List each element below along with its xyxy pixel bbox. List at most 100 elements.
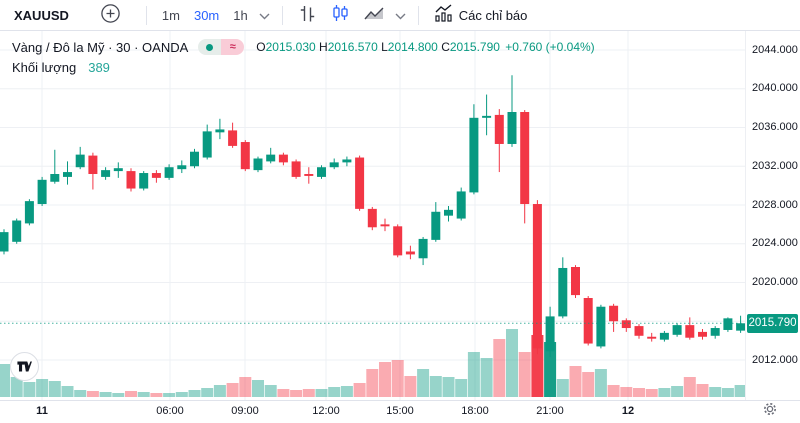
candle-body — [393, 226, 403, 256]
indicators-button[interactable]: Các chỉ báo — [427, 1, 534, 29]
candle-body — [698, 331, 707, 337]
candle-body — [304, 174, 314, 176]
volume-bar — [391, 360, 404, 397]
candle-body — [596, 306, 606, 347]
time-axis-label: 12 — [621, 405, 635, 417]
candle-body — [672, 325, 682, 335]
delayed-data-approx-icon: ≈ — [221, 39, 245, 55]
low-value: 2014.800 — [387, 40, 438, 54]
close-value: 2015.790 — [449, 40, 500, 54]
bars-chart-icon — [297, 3, 318, 27]
candle-body — [355, 157, 365, 209]
time-axis-label: 06:00 — [156, 405, 184, 417]
candle-body — [444, 209, 453, 216]
chart-type-candles-button[interactable] — [324, 1, 357, 29]
candle-body — [609, 305, 619, 322]
chart-canvas[interactable] — [0, 0, 745, 400]
volume-bar — [607, 385, 620, 397]
volume-bar — [48, 381, 61, 397]
volume-bar — [175, 392, 188, 397]
candle-body — [469, 117, 479, 193]
volume-bar — [506, 329, 518, 397]
candle-body — [88, 155, 98, 174]
volume-bar — [556, 379, 569, 397]
candle-body — [647, 336, 657, 339]
volume-bar — [531, 335, 544, 397]
chart-type-bars-button[interactable] — [291, 1, 324, 29]
volume-bar — [23, 382, 36, 397]
candle-body — [12, 220, 22, 242]
candle-body — [723, 318, 733, 330]
price-axis[interactable]: 2015.790 2044.000 2040.000 2036.000 2032.00… — [745, 31, 800, 400]
volume-bar — [36, 379, 49, 397]
candle-body — [253, 158, 263, 171]
volume-bar — [10, 377, 23, 397]
volume-bar — [239, 377, 252, 397]
candle-body — [151, 173, 161, 178]
interval-1m-button[interactable]: 1m — [155, 6, 187, 25]
volume-bar — [721, 388, 734, 397]
gear-icon — [762, 403, 778, 420]
area-chart-icon — [363, 3, 385, 27]
candle-body — [101, 170, 111, 177]
volume-bar — [442, 377, 455, 397]
volume-bar — [290, 390, 303, 397]
candle-body — [520, 112, 530, 205]
indicators-icon — [433, 3, 455, 27]
tradingview-logo-icon[interactable] — [10, 352, 39, 381]
volume-bar — [99, 392, 112, 397]
interval-1h-button[interactable]: 1h — [226, 6, 254, 25]
candle-body — [736, 323, 745, 331]
compare-add-button[interactable] — [95, 2, 126, 28]
candle-body — [291, 161, 301, 177]
candle-body — [164, 167, 174, 178]
legend-title[interactable]: Vàng / Đô la Mỹ · 30 · OANDA — [12, 39, 189, 55]
top-toolbar: XAUUSD 1m 30m 1h — [0, 0, 800, 31]
candle-body — [621, 320, 631, 329]
candle-body — [329, 162, 339, 168]
volume-bar — [328, 387, 341, 397]
volume-bar — [696, 384, 709, 397]
candle-body — [710, 328, 720, 336]
volume-label[interactable]: Khối lượng — [12, 60, 77, 75]
timezone-settings-button[interactable] — [762, 401, 778, 420]
chart-type-menu-button[interactable] — [391, 6, 410, 25]
volume-bar — [467, 352, 480, 397]
candle-body — [126, 171, 136, 189]
candle-body — [177, 165, 187, 170]
interval-menu-button[interactable] — [255, 6, 274, 25]
volume-bar — [366, 369, 379, 397]
candle-body — [113, 168, 123, 172]
market-status-pill[interactable]: ≈ — [198, 39, 245, 55]
candle-body — [634, 326, 644, 336]
candle-body — [685, 325, 695, 338]
chart-type-area-button[interactable] — [357, 1, 391, 29]
volume-bar — [633, 388, 645, 397]
volume-bar — [417, 369, 430, 397]
candle-body — [278, 154, 288, 163]
price-axis-label: 2044.000 — [752, 43, 798, 56]
volume-bar — [379, 362, 391, 397]
toolbar-divider — [145, 5, 147, 25]
volume-bar — [340, 386, 353, 397]
candle-body — [202, 131, 212, 158]
candle-body — [75, 154, 85, 168]
candle-body — [266, 154, 276, 162]
last-price-badge: 2015.790 — [747, 313, 798, 333]
volume-bar — [709, 387, 722, 397]
volume-bar — [493, 339, 506, 397]
candle-body — [228, 130, 238, 146]
time-axis[interactable]: 11 06:00 09:00 12:00 15:00 18:00 21:00 12 — [0, 400, 800, 423]
candle-body — [0, 232, 9, 252]
volume-bar — [74, 390, 87, 397]
candle-body — [380, 224, 390, 227]
candle-body — [507, 112, 517, 144]
interval-30m-button[interactable]: 30m — [187, 6, 226, 25]
candle-body — [431, 211, 441, 240]
price-axis-label: 2024.000 — [752, 237, 798, 250]
volume-bar — [315, 389, 328, 397]
volume-bar — [226, 383, 239, 397]
chevron-down-icon — [259, 8, 270, 23]
volume-bar — [582, 372, 595, 397]
symbol-button[interactable]: XAUUSD — [10, 6, 73, 25]
